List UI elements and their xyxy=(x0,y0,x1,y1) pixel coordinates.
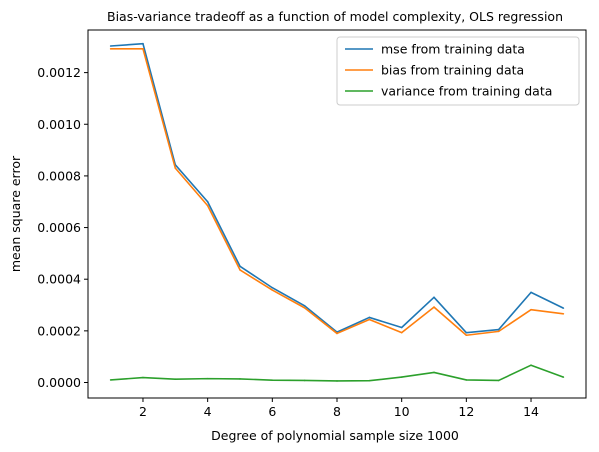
data-point xyxy=(530,291,532,294)
chart-title: Bias-variance tradeoff as a function of … xyxy=(107,9,563,24)
data-point xyxy=(109,379,112,381)
y-axis-label: mean square error xyxy=(8,155,23,272)
data-point xyxy=(303,307,306,309)
x-axis-ticks: 2 4 6 8 10 12 14 xyxy=(139,398,539,419)
data-point xyxy=(465,379,468,381)
y-axis-ticks: 0.0000 0.0002 0.0004 0.0006 0.0008 0.0010 0.00… xyxy=(37,65,88,390)
data-point xyxy=(303,305,306,307)
data-point xyxy=(562,307,565,309)
x-tick-label: 10 xyxy=(394,404,410,419)
data-point xyxy=(400,326,403,329)
data-point xyxy=(303,379,306,382)
legend: mse from training data bias from training… xyxy=(336,36,580,106)
data-point xyxy=(497,328,500,331)
x-tick-label: 2 xyxy=(139,404,147,419)
data-point xyxy=(142,42,144,45)
data-point xyxy=(174,378,177,380)
y-tick-label: 0.0008 xyxy=(37,168,81,183)
data-point xyxy=(142,48,144,50)
x-tick-label: 8 xyxy=(333,404,341,419)
data-point xyxy=(206,204,209,207)
y-tick-label: 0.0004 xyxy=(37,272,81,287)
data-point xyxy=(562,313,565,315)
y-tick-label: 0.0012 xyxy=(37,65,81,80)
y-tick-label: 0.0006 xyxy=(37,220,81,235)
data-point xyxy=(433,296,435,299)
data-point xyxy=(530,308,532,311)
series-line-3 xyxy=(110,364,564,382)
data-point xyxy=(271,289,274,291)
data-point xyxy=(336,332,338,335)
series-layer xyxy=(109,42,565,382)
x-tick-label: 6 xyxy=(268,404,276,419)
data-point xyxy=(271,379,274,381)
data-point xyxy=(239,265,241,268)
legend-label: variance from training data xyxy=(381,84,552,99)
data-point xyxy=(109,48,112,50)
data-point xyxy=(433,306,435,308)
data-point xyxy=(174,167,177,169)
data-point xyxy=(465,331,468,334)
legend-label: mse from training data xyxy=(381,42,525,57)
legend-label: bias from training data xyxy=(381,63,524,78)
data-point xyxy=(465,334,468,337)
data-point xyxy=(239,378,241,380)
x-tick-label: 4 xyxy=(204,404,212,419)
data-point xyxy=(562,376,565,378)
y-tick-label: 0.0010 xyxy=(37,117,81,132)
data-point xyxy=(271,286,274,289)
data-point xyxy=(239,269,241,271)
data-point xyxy=(368,379,371,382)
data-point xyxy=(368,318,371,321)
y-tick-label: 0.0002 xyxy=(37,323,81,338)
data-point xyxy=(336,380,338,382)
data-point xyxy=(497,330,500,333)
data-point xyxy=(109,45,112,47)
data-point xyxy=(368,316,371,319)
legend-box xyxy=(336,36,580,106)
data-point xyxy=(530,364,532,367)
data-point xyxy=(497,379,500,382)
y-tick-label: 0.0000 xyxy=(37,375,81,390)
data-point xyxy=(400,376,403,378)
data-point xyxy=(206,377,209,380)
x-tick-label: 14 xyxy=(523,404,539,419)
data-point xyxy=(206,200,209,203)
data-point xyxy=(400,331,403,334)
data-point xyxy=(433,371,435,374)
data-point xyxy=(142,376,144,379)
x-tick-label: 12 xyxy=(458,404,474,419)
x-axis-label: Degree of polynomial sample size 1000 xyxy=(211,428,459,443)
